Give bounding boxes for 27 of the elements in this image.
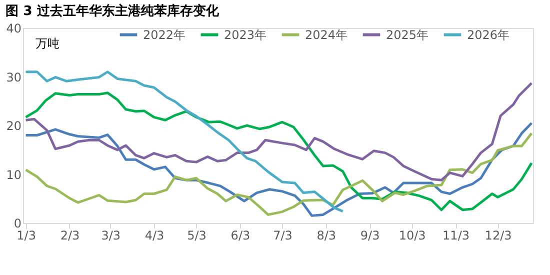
x-tick-label: 2/3 <box>60 228 80 242</box>
x-tick-label: 6/3 <box>230 228 250 242</box>
x-tick-label: 9/3 <box>360 228 380 242</box>
line-series <box>24 92 533 212</box>
chart-title: 图 3 过去五年华东主港纯苯库存变化 <box>6 3 220 19</box>
legend-label: 2024年 <box>305 28 348 42</box>
y-tick-label: 10 <box>6 168 22 182</box>
x-tick-label: 4/3 <box>144 228 164 242</box>
legend-label: 2025年 <box>386 28 429 42</box>
legend-label: 2023年 <box>224 28 267 42</box>
y-tick-label: 20 <box>6 119 22 133</box>
y-tick-label: 40 <box>6 22 22 36</box>
x-tick-label: 3/3 <box>101 228 121 242</box>
y-tick-label: 0 <box>14 216 22 230</box>
x-tick-label: 10/3 <box>398 228 426 242</box>
x-tick-label: 1/3 <box>16 228 36 242</box>
y-axis-title: 万吨 <box>36 36 60 50</box>
x-tick-label: 8/3 <box>316 228 336 242</box>
legend-label: 2026年 <box>467 28 510 42</box>
x-tick-label: 7/3 <box>273 228 292 242</box>
line-series <box>24 82 533 182</box>
y-tick-label: 30 <box>6 70 22 84</box>
x-tick-label: 5/3 <box>187 228 206 242</box>
x-tick-label: 11/3 <box>442 228 470 242</box>
legend-label: 2022年 <box>143 28 186 42</box>
x-tick-label: 12/3 <box>484 228 512 242</box>
line-series <box>24 70 344 213</box>
